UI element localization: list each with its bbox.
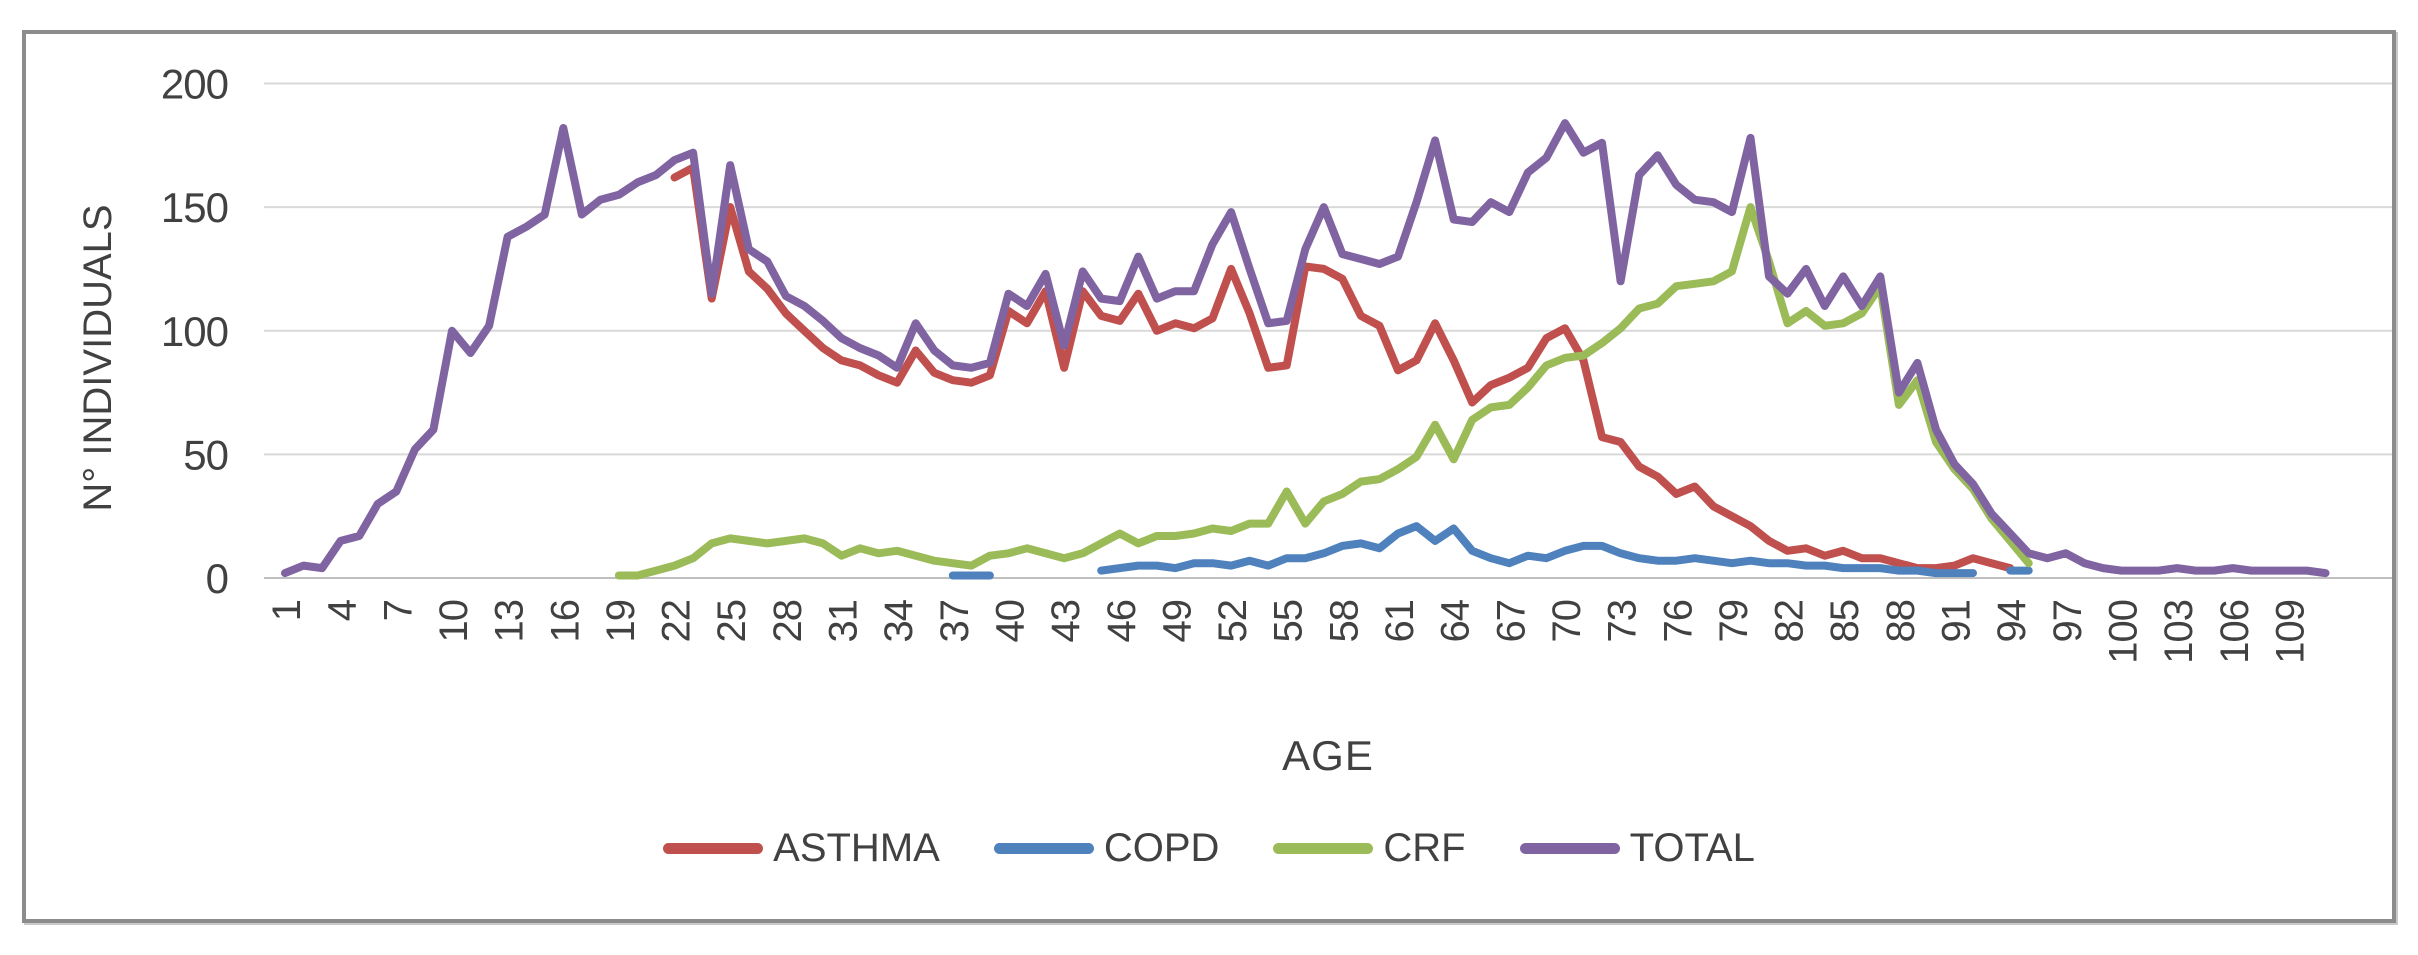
x-tick-label: 61: [1378, 600, 1422, 643]
x-tick-label: 109: [2268, 600, 2312, 664]
legend-item-crf: CRF: [1273, 826, 1466, 871]
chart-legend: ASTHMA COPD CRF TOTAL: [0, 826, 2418, 871]
x-tick-label: 55: [1267, 600, 1311, 643]
legend-label-crf: CRF: [1383, 826, 1466, 870]
chart-frame: [22, 30, 2396, 923]
x-tick-label: 25: [710, 600, 754, 643]
y-tick-label: 50: [183, 431, 228, 478]
x-axis-title: AGE: [1282, 732, 1374, 779]
x-tick-label: 85: [1823, 600, 1867, 643]
y-tick-label: 150: [161, 184, 228, 231]
y-tick-label: 0: [206, 555, 228, 602]
series-line-copd: [948, 522, 2033, 580]
legend-item-asthma: ASTHMA: [663, 826, 940, 871]
series-lines: [281, 119, 2330, 580]
x-tick-label: 88: [1879, 600, 1923, 643]
x-tick-label: 94: [1990, 599, 2034, 642]
x-tick-label: 16: [543, 600, 587, 643]
x-tick-label: 1: [265, 600, 309, 621]
x-tick-label: 106: [2213, 600, 2257, 664]
y-tick-label: 100: [161, 308, 228, 355]
legend-item-total: TOTAL: [1519, 826, 1755, 871]
legend-label-copd: COPD: [1103, 826, 1220, 870]
x-tick-label: 67: [1489, 600, 1533, 643]
x-tick-label: 100: [2101, 600, 2145, 664]
x-tick-label: 49: [1155, 600, 1199, 643]
x-tick-label: 34: [877, 599, 921, 642]
x-tick-label: 76: [1656, 600, 1700, 643]
x-tick-label: 73: [1601, 600, 1645, 643]
legend-label-asthma: ASTHMA: [773, 826, 940, 870]
series-line-total: [281, 119, 2330, 578]
x-tick-label: 46: [1100, 600, 1144, 643]
asthma-line-swatch: [663, 843, 764, 854]
x-tick-label: 28: [766, 600, 810, 643]
x-tick-label: 82: [1768, 600, 1812, 643]
x-tick-label: 97: [2046, 600, 2090, 643]
x-tick-label: 58: [1322, 600, 1366, 643]
x-tick-label: 52: [1211, 600, 1255, 643]
x-tick-label: 13: [488, 600, 532, 643]
x-tick-label: 37: [933, 600, 977, 643]
series-line-asthma: [670, 163, 2015, 573]
total-line-swatch: [1519, 843, 1620, 854]
y-axis-title: N° INDIVIDUALS: [76, 204, 120, 512]
x-tick-label: 103: [2157, 600, 2201, 664]
x-tick-label: 40: [988, 600, 1032, 643]
x-tick-label: 64: [1434, 599, 1478, 642]
crf-line-swatch: [1273, 843, 1374, 854]
x-tick-labels: 1 4 7 10 13 16 19 22 25 28 31 34 37 40 43 46 49 52 55 58 61 6…: [265, 599, 2312, 664]
x-tick-label: 79: [1712, 600, 1756, 643]
x-tick-label: 43: [1044, 600, 1088, 643]
x-tick-label: 10: [432, 600, 476, 643]
legend-label-total: TOTAL: [1629, 826, 1755, 870]
y-tick-labels: 0 50 100 150 200: [161, 61, 229, 603]
x-tick-label: 22: [655, 600, 699, 643]
x-tick-label: 4: [321, 599, 365, 621]
x-tick-label: 19: [599, 600, 643, 643]
series-line-crf: [614, 203, 2033, 580]
x-tick-label: 31: [822, 600, 866, 643]
copd-line-swatch: [993, 843, 1094, 854]
x-tick-label: 91: [1935, 600, 1979, 643]
x-tick-label: 70: [1545, 600, 1589, 643]
legend-item-copd: COPD: [993, 826, 1220, 871]
y-tick-label: 200: [161, 61, 228, 108]
x-tick-label: 7: [376, 600, 420, 621]
